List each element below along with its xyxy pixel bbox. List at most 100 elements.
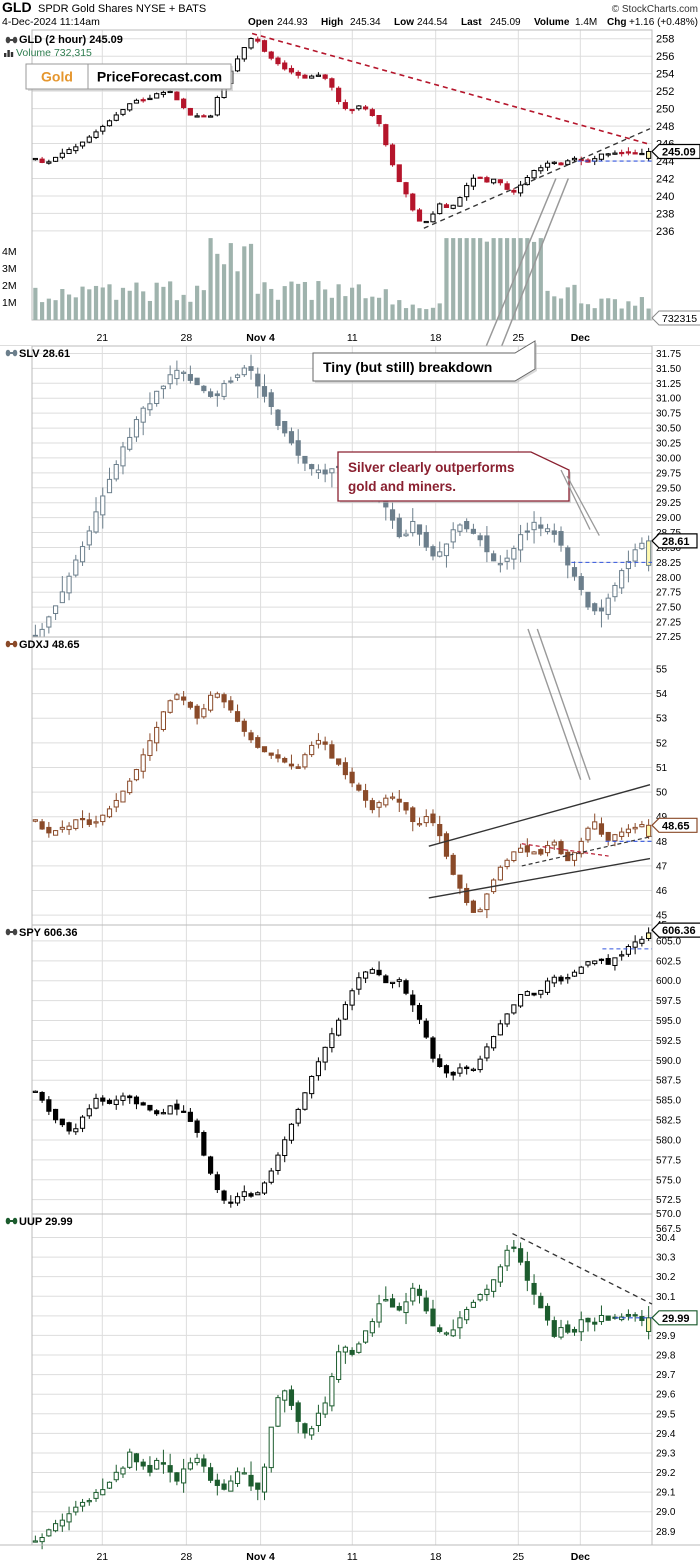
svg-text:18: 18 [430, 1551, 442, 1560]
svg-text:© StockCharts.com: © StockCharts.com [612, 4, 698, 15]
svg-text:29.8: 29.8 [656, 1351, 676, 1362]
svg-text:29.0: 29.0 [656, 1507, 676, 1518]
svg-text:Last: Last [461, 17, 482, 28]
svg-text:52: 52 [656, 738, 668, 749]
svg-text:30.1: 30.1 [656, 1292, 676, 1303]
svg-text:248: 248 [656, 121, 674, 133]
svg-text:Silver clearly outperforms: Silver clearly outperforms [348, 460, 515, 475]
svg-text:Low: Low [394, 17, 414, 28]
svg-text:28.00: 28.00 [656, 573, 681, 584]
svg-text:29.50: 29.50 [656, 483, 681, 494]
svg-text:577.5: 577.5 [656, 1155, 681, 1166]
svg-text:242: 242 [656, 173, 674, 185]
svg-text:Chg: Chg [607, 17, 626, 28]
svg-text:252: 252 [656, 86, 674, 98]
svg-text:21: 21 [96, 332, 108, 344]
svg-text:Open: Open [248, 17, 274, 28]
svg-text:GDXJ 48.65: GDXJ 48.65 [19, 639, 80, 651]
svg-text:Volume: Volume [534, 17, 570, 28]
svg-text:SPY 606.36: SPY 606.36 [19, 927, 78, 939]
svg-text:570.0: 570.0 [656, 1209, 681, 1220]
svg-text:30.50: 30.50 [656, 424, 681, 435]
svg-text:28: 28 [181, 332, 193, 344]
svg-text:46: 46 [656, 886, 668, 897]
svg-text:30.3: 30.3 [656, 1253, 676, 1264]
svg-text:2M: 2M [2, 280, 17, 292]
svg-text:SLV 28.61: SLV 28.61 [19, 348, 70, 360]
svg-text:250: 250 [656, 104, 674, 116]
svg-text:27.25: 27.25 [656, 632, 681, 643]
svg-text:53: 53 [656, 714, 668, 725]
svg-text:31.75: 31.75 [656, 349, 681, 360]
svg-text:600.0: 600.0 [656, 976, 681, 987]
svg-text:582.5: 582.5 [656, 1116, 681, 1127]
svg-text:244.93: 244.93 [277, 17, 308, 28]
svg-text:254: 254 [656, 69, 674, 81]
svg-text:50: 50 [656, 788, 668, 799]
svg-text:605.0: 605.0 [656, 936, 681, 947]
svg-text:30.4: 30.4 [656, 1233, 676, 1244]
svg-text:258: 258 [656, 34, 674, 46]
svg-text:29.3: 29.3 [656, 1448, 676, 1459]
svg-text:GLD: GLD [2, 0, 32, 15]
svg-text:UUP 29.99: UUP 29.99 [19, 1216, 73, 1228]
svg-text:732315: 732315 [662, 313, 697, 325]
svg-text:51: 51 [656, 763, 668, 774]
svg-text:30.00: 30.00 [656, 453, 681, 464]
svg-text:236: 236 [656, 226, 674, 238]
svg-text:595.0: 595.0 [656, 1016, 681, 1027]
svg-text:Volume 732,315: Volume 732,315 [16, 47, 92, 59]
svg-text:29.4: 29.4 [656, 1429, 676, 1440]
svg-text:25: 25 [512, 1551, 524, 1560]
svg-text:28.9: 28.9 [656, 1527, 676, 1538]
svg-text:29.6: 29.6 [656, 1390, 676, 1401]
svg-text:29.7: 29.7 [656, 1370, 676, 1381]
svg-text:3M: 3M [2, 263, 17, 275]
svg-text:Gold: Gold [41, 69, 73, 85]
svg-text:Dec: Dec [571, 332, 590, 344]
svg-text:29.1: 29.1 [656, 1488, 676, 1499]
svg-text:592.5: 592.5 [656, 1036, 681, 1047]
svg-text:28.61: 28.61 [662, 536, 690, 548]
svg-text:31.50: 31.50 [656, 364, 681, 375]
svg-text:597.5: 597.5 [656, 996, 681, 1007]
svg-text:31.25: 31.25 [656, 379, 681, 390]
svg-text:GLD (2 hour) 245.09: GLD (2 hour) 245.09 [19, 34, 123, 46]
svg-text:29.25: 29.25 [656, 498, 681, 509]
svg-text:575.0: 575.0 [656, 1175, 681, 1186]
svg-text:28: 28 [181, 1551, 193, 1560]
svg-text:30.25: 30.25 [656, 439, 681, 450]
svg-text:55: 55 [656, 665, 668, 676]
svg-text:27.25: 27.25 [656, 618, 681, 629]
svg-text:572.5: 572.5 [656, 1195, 681, 1206]
svg-text:High: High [321, 17, 343, 28]
svg-text:602.5: 602.5 [656, 956, 681, 967]
svg-text:580.0: 580.0 [656, 1135, 681, 1146]
svg-text:590.0: 590.0 [656, 1056, 681, 1067]
svg-text:30.75: 30.75 [656, 409, 681, 420]
svg-text:1.4M: 1.4M [575, 17, 597, 28]
svg-text:29.9: 29.9 [656, 1331, 676, 1342]
svg-text:Nov 4: Nov 4 [246, 1551, 275, 1560]
svg-text:29.75: 29.75 [656, 468, 681, 479]
svg-text:244.54: 244.54 [417, 17, 448, 28]
svg-text:585.0: 585.0 [656, 1096, 681, 1107]
svg-text:54: 54 [656, 689, 668, 700]
svg-text:27.50: 27.50 [656, 603, 681, 614]
svg-text:30.2: 30.2 [656, 1272, 676, 1283]
svg-text:4-Dec-2024 11:14am: 4-Dec-2024 11:14am [2, 16, 100, 28]
svg-text:25: 25 [512, 332, 524, 344]
svg-text:238: 238 [656, 208, 674, 220]
svg-text:28.25: 28.25 [656, 558, 681, 569]
svg-text:gold and miners.: gold and miners. [348, 479, 456, 494]
svg-text:29.2: 29.2 [656, 1468, 676, 1479]
svg-text:587.5: 587.5 [656, 1076, 681, 1087]
svg-text:11: 11 [347, 332, 358, 344]
svg-text:48: 48 [656, 837, 668, 848]
svg-text:256: 256 [656, 51, 674, 63]
svg-text:11: 11 [347, 1551, 358, 1560]
svg-text:606.36: 606.36 [662, 925, 696, 937]
svg-text:21: 21 [96, 1551, 108, 1560]
svg-text:1M: 1M [2, 297, 17, 309]
svg-text:29.99: 29.99 [662, 1313, 690, 1325]
